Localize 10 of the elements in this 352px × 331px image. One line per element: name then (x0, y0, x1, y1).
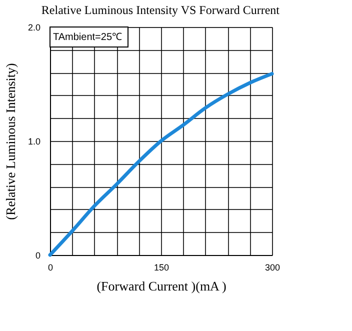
x-tick-label: 0 (48, 262, 54, 272)
annotation: TAmbient=25℃ (53, 32, 122, 43)
x-tick-label: 300 (264, 262, 280, 272)
y-axis-title: (Relative Luminous Intensity) (2, 63, 18, 220)
y-tick-label: 1.0 (28, 136, 40, 146)
x-axis-title: (Forward Current )(mA ) (96, 278, 226, 294)
y-tick-label: 2.0 (28, 22, 40, 32)
x-tick-label: 150 (154, 262, 170, 272)
y-tick-label: 0 (35, 250, 40, 260)
chart-title: Relative Luminous Intensity VS Forward Current (41, 3, 280, 17)
